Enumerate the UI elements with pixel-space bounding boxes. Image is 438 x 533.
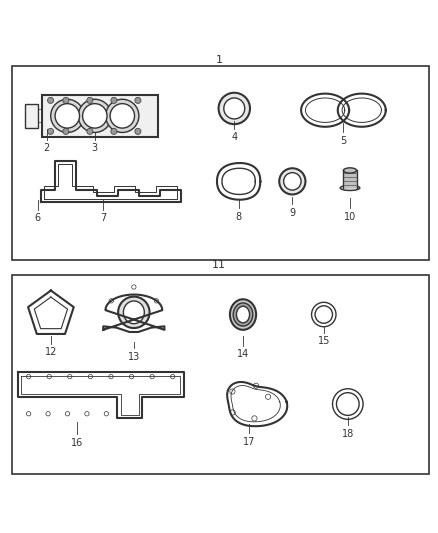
Text: 12: 12 xyxy=(45,348,57,357)
Circle shape xyxy=(252,416,257,421)
Circle shape xyxy=(311,302,336,327)
Text: 2: 2 xyxy=(43,143,49,154)
Text: 14: 14 xyxy=(237,350,249,359)
Circle shape xyxy=(26,411,31,416)
Circle shape xyxy=(65,411,70,416)
Text: 3: 3 xyxy=(92,143,98,154)
Circle shape xyxy=(47,98,53,103)
Bar xyxy=(25,104,39,128)
Ellipse shape xyxy=(118,297,150,328)
Circle shape xyxy=(109,298,113,303)
Ellipse shape xyxy=(343,168,357,173)
Circle shape xyxy=(83,103,107,128)
Circle shape xyxy=(104,411,109,416)
Circle shape xyxy=(230,389,235,394)
Ellipse shape xyxy=(340,185,360,190)
Circle shape xyxy=(109,375,113,379)
Circle shape xyxy=(88,375,92,379)
Text: 18: 18 xyxy=(342,429,354,439)
Text: 13: 13 xyxy=(128,352,140,361)
Bar xyxy=(343,171,357,188)
Circle shape xyxy=(336,393,359,415)
Text: 16: 16 xyxy=(71,438,83,448)
Circle shape xyxy=(150,375,154,379)
Circle shape xyxy=(106,99,139,133)
Circle shape xyxy=(265,394,271,399)
Bar xyxy=(12,275,428,474)
Circle shape xyxy=(332,389,363,419)
Text: 9: 9 xyxy=(289,207,295,217)
Circle shape xyxy=(224,98,245,119)
Ellipse shape xyxy=(124,301,145,324)
Circle shape xyxy=(315,306,332,323)
Bar xyxy=(42,95,158,136)
Circle shape xyxy=(87,128,93,134)
Circle shape xyxy=(110,103,134,128)
Circle shape xyxy=(279,168,305,195)
Circle shape xyxy=(63,98,69,103)
Text: 17: 17 xyxy=(243,437,255,447)
Circle shape xyxy=(284,173,301,190)
Text: 8: 8 xyxy=(236,212,242,222)
Bar xyxy=(12,66,428,260)
Circle shape xyxy=(85,411,89,416)
Text: 6: 6 xyxy=(35,213,41,223)
Text: 1: 1 xyxy=(215,55,223,66)
Circle shape xyxy=(135,128,141,134)
Ellipse shape xyxy=(233,303,253,326)
Ellipse shape xyxy=(237,306,250,323)
Circle shape xyxy=(154,298,159,303)
Circle shape xyxy=(129,375,134,379)
Circle shape xyxy=(46,411,50,416)
Text: 7: 7 xyxy=(100,213,106,223)
Circle shape xyxy=(67,375,72,379)
Circle shape xyxy=(55,103,80,128)
Text: 11: 11 xyxy=(212,260,226,270)
Circle shape xyxy=(26,375,31,379)
Text: 15: 15 xyxy=(318,336,330,346)
Circle shape xyxy=(230,410,235,415)
Circle shape xyxy=(254,383,259,389)
Ellipse shape xyxy=(230,299,256,330)
Text: 10: 10 xyxy=(344,212,356,222)
Circle shape xyxy=(111,128,117,134)
Text: 4: 4 xyxy=(231,133,237,142)
Circle shape xyxy=(78,99,111,133)
Circle shape xyxy=(87,98,93,103)
Circle shape xyxy=(63,128,69,134)
Circle shape xyxy=(219,93,250,124)
Circle shape xyxy=(51,99,84,133)
Text: 5: 5 xyxy=(340,135,346,146)
Circle shape xyxy=(132,285,136,289)
Circle shape xyxy=(135,98,141,103)
Circle shape xyxy=(111,98,117,103)
Circle shape xyxy=(47,128,53,134)
Circle shape xyxy=(47,375,51,379)
Circle shape xyxy=(170,375,175,379)
